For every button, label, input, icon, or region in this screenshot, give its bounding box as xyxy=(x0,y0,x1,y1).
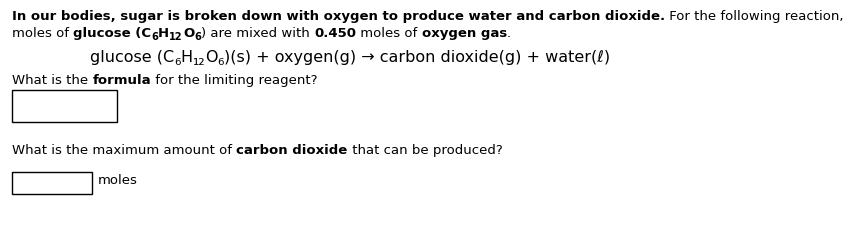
Text: for the limiting reagent?: for the limiting reagent? xyxy=(151,74,318,87)
Text: 6: 6 xyxy=(194,32,201,42)
Text: What is the maximum amount of: What is the maximum amount of xyxy=(12,144,236,157)
Text: formula: formula xyxy=(93,74,151,87)
Text: What is the: What is the xyxy=(12,74,93,87)
Text: ₁₂: ₁₂ xyxy=(192,53,205,68)
Text: moles of: moles of xyxy=(356,27,422,40)
Text: )(s) + oxygen(g) → carbon dioxide(g) + water(ℓ): )(s) + oxygen(g) → carbon dioxide(g) + w… xyxy=(224,50,610,65)
Text: moles: moles xyxy=(98,174,138,187)
Text: glucose (C: glucose (C xyxy=(90,50,175,65)
Text: carbon dioxide: carbon dioxide xyxy=(236,144,347,157)
Text: ) are mixed with: ) are mixed with xyxy=(201,27,314,40)
Text: ₆: ₆ xyxy=(175,53,180,68)
Text: oxygen gas: oxygen gas xyxy=(422,27,507,40)
Text: moles of: moles of xyxy=(12,27,73,40)
Text: 12: 12 xyxy=(169,32,183,42)
Text: H: H xyxy=(180,50,192,65)
Bar xyxy=(12,90,117,122)
Text: that can be produced?: that can be produced? xyxy=(347,144,502,157)
Bar xyxy=(12,172,92,194)
Text: O: O xyxy=(183,27,194,40)
Text: glucose (C: glucose (C xyxy=(73,27,151,40)
Text: In our bodies, sugar is broken down with oxygen to produce water and carbon diox: In our bodies, sugar is broken down with… xyxy=(12,10,665,23)
Text: O: O xyxy=(205,50,217,65)
Text: 6: 6 xyxy=(151,32,158,42)
Text: 0.450: 0.450 xyxy=(314,27,356,40)
Text: For the following reaction,: For the following reaction, xyxy=(665,10,843,23)
Text: H: H xyxy=(158,27,169,40)
Text: ₆: ₆ xyxy=(217,53,224,68)
Text: .: . xyxy=(507,27,511,40)
